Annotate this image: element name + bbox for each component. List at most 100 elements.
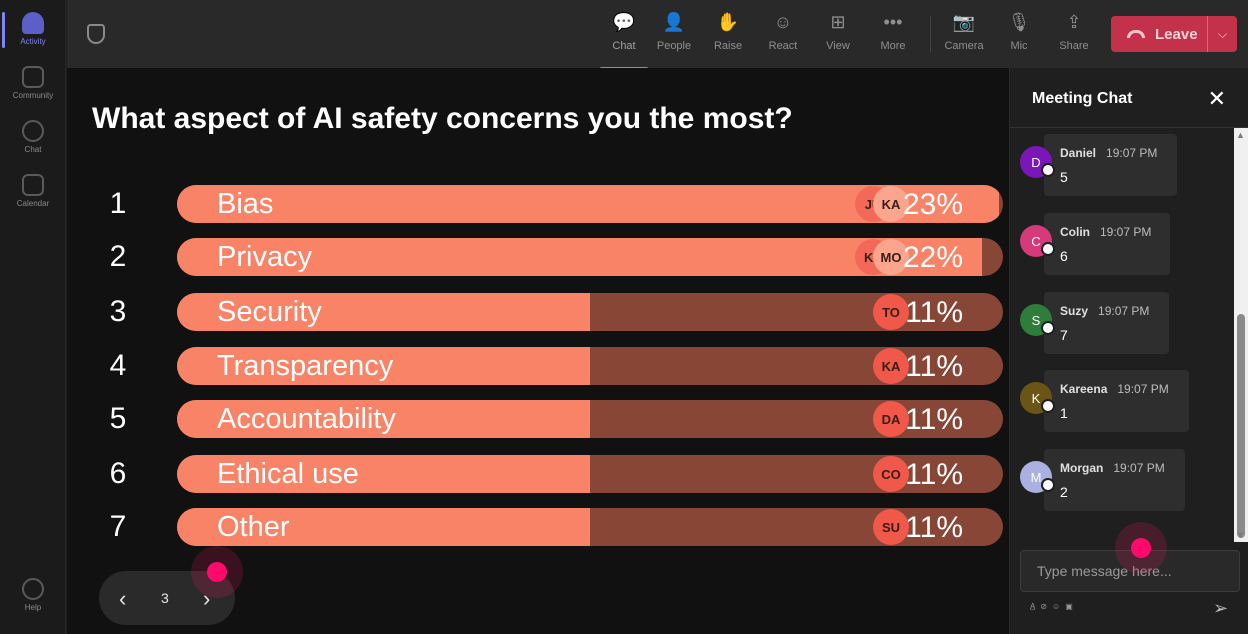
scroll-up-icon[interactable]: ▲ bbox=[1236, 130, 1245, 140]
hand-icon: ✋ bbox=[716, 11, 740, 32]
mic-icon: 🎙 bbox=[1007, 11, 1031, 32]
option-label: Bias bbox=[217, 188, 274, 220]
chat-icon: 💬 bbox=[612, 11, 636, 32]
rail-item-label: Chat bbox=[24, 145, 42, 154]
avatar: D bbox=[1020, 146, 1055, 178]
poll-result-bar: Other SU 11% bbox=[177, 508, 1003, 546]
option-percentage: 22% bbox=[902, 241, 963, 274]
rail-item-activity[interactable]: Activity bbox=[0, 4, 66, 54]
message-text: 7 bbox=[1060, 327, 1068, 343]
help-icon bbox=[22, 578, 44, 600]
poll-result-bar: PrivacyKEMO22% bbox=[177, 238, 1003, 276]
smiley-icon: ☺ bbox=[773, 11, 793, 32]
chevron-down-icon[interactable]: ⌵ bbox=[1207, 16, 1237, 52]
voter-avatar: KA bbox=[873, 348, 909, 384]
camera-button[interactable]: 📷 Camera bbox=[937, 10, 991, 62]
format-icon[interactable]: A̲ bbox=[1030, 602, 1036, 611]
people-icon: 👤 bbox=[662, 11, 686, 32]
grid-view-icon: ⊞ bbox=[830, 11, 846, 32]
toolbar-divider bbox=[930, 16, 931, 52]
poll-option-row: 3 Security TO 11% bbox=[67, 293, 1009, 331]
avatar: K bbox=[1020, 382, 1055, 414]
chat-message-list[interactable]: Daniel 19:07 PM 5 D Colin 19:07 PM 6 C Suzy 19:07… bbox=[1010, 128, 1234, 542]
chat-scrollbar[interactable]: ▲ ▼ bbox=[1234, 128, 1248, 542]
pointer-indicator bbox=[1115, 522, 1167, 574]
mic-button[interactable]: 🎙 Mic bbox=[992, 10, 1046, 62]
poll-result-fill bbox=[177, 400, 590, 438]
chat-message[interactable]: Daniel 19:07 PM 5 D bbox=[1010, 130, 1234, 196]
poll-option-row: 1 BiasJUKA23% bbox=[67, 185, 1009, 223]
option-label: Transparency bbox=[217, 350, 394, 382]
more-button[interactable]: ••• More bbox=[866, 10, 920, 62]
raise-button-label: Raise bbox=[713, 40, 743, 52]
option-number: 4 bbox=[109, 349, 127, 382]
mic-button-label: Mic bbox=[1010, 40, 1028, 52]
more-button-label: More bbox=[880, 40, 906, 52]
chat-button[interactable]: 💬 Chat bbox=[597, 10, 651, 70]
poll-result-fill bbox=[177, 455, 590, 493]
poll-option-row: 2 PrivacyKEMO22% bbox=[67, 238, 1009, 276]
option-label: Privacy bbox=[217, 241, 313, 273]
chat-message[interactable]: Morgan 19:07 PM 2 M bbox=[1010, 445, 1234, 511]
rail-item-chat[interactable]: Chat bbox=[0, 112, 66, 162]
avatar: M bbox=[1020, 461, 1055, 493]
calendar-icon bbox=[22, 174, 44, 196]
option-label: Ethical use bbox=[217, 458, 359, 490]
scrollbar-thumb[interactable] bbox=[1237, 314, 1245, 538]
poll-result-fill bbox=[177, 238, 982, 276]
voter-avatar: DA bbox=[873, 401, 909, 437]
chat-message[interactable]: Kareena 19:07 PM 1 K bbox=[1010, 366, 1234, 432]
poll-option-row: 7 Other SU 11% bbox=[67, 508, 1009, 546]
share-button[interactable]: ⇪ Share bbox=[1047, 10, 1101, 62]
poll-result-fill bbox=[177, 508, 590, 546]
chat-title: Meeting Chat bbox=[1032, 90, 1133, 107]
rail-item-calendar[interactable]: Calendar bbox=[0, 166, 66, 216]
avatar: C bbox=[1020, 225, 1055, 257]
voter-avatar: KA bbox=[873, 186, 909, 222]
poll-option-row: 4 Transparency KA 11% bbox=[67, 347, 1009, 385]
option-percentage: 11% bbox=[905, 458, 963, 491]
emoji-icon[interactable]: ☺ bbox=[1052, 602, 1061, 611]
option-number: 2 bbox=[109, 240, 127, 273]
bell-icon bbox=[22, 12, 44, 34]
view-button[interactable]: ⊞ View bbox=[811, 10, 865, 62]
attach-icon[interactable]: ⊘ bbox=[1040, 602, 1048, 611]
option-label: Accountability bbox=[217, 403, 396, 435]
message-text: 1 bbox=[1060, 405, 1068, 421]
leave-button[interactable]: Leave ⌵ bbox=[1111, 16, 1237, 52]
message-time: 19:07 PM bbox=[1098, 304, 1150, 318]
sender-name: Daniel bbox=[1060, 146, 1097, 160]
chevron-right-icon[interactable]: › bbox=[203, 586, 211, 611]
send-icon[interactable]: ➢ bbox=[1213, 598, 1229, 618]
chat-icon bbox=[22, 120, 44, 142]
share-button-label: Share bbox=[1059, 40, 1089, 52]
rail-item-community[interactable]: Community bbox=[0, 58, 66, 108]
react-button[interactable]: ☺ React bbox=[756, 10, 810, 62]
poll-question: What aspect of AI safety concerns you th… bbox=[92, 102, 793, 135]
view-button-label: View bbox=[826, 40, 850, 52]
option-label: Other bbox=[217, 511, 290, 543]
scroll-down-icon[interactable]: ▼ bbox=[1236, 530, 1245, 540]
sender-name: Suzy bbox=[1060, 304, 1089, 318]
message-input[interactable] bbox=[1021, 551, 1239, 591]
poll-result-bar: Security TO 11% bbox=[177, 293, 1003, 331]
message-time: 19:07 PM bbox=[1106, 146, 1158, 160]
pointer-indicator bbox=[191, 546, 243, 598]
people-button[interactable]: 👤 People bbox=[647, 10, 701, 62]
option-number: 6 bbox=[109, 457, 127, 490]
poll-result-bar: BiasJUKA23% bbox=[177, 185, 1003, 223]
people-button-label: People bbox=[656, 40, 692, 52]
message-time: 19:07 PM bbox=[1117, 382, 1169, 396]
page-number: 3 bbox=[161, 590, 169, 606]
gif-icon[interactable]: ▣ bbox=[1065, 602, 1073, 611]
close-icon[interactable]: ✕ bbox=[1207, 86, 1226, 111]
chat-message[interactable]: Suzy 19:07 PM 7 S bbox=[1010, 288, 1234, 354]
chat-message[interactable]: Colin 19:07 PM 6 C bbox=[1010, 209, 1234, 275]
share-icon: ⇪ bbox=[1066, 11, 1082, 32]
option-percentage: 11% bbox=[905, 296, 963, 329]
poll-result-fill bbox=[177, 293, 590, 331]
chevron-left-icon[interactable]: ‹ bbox=[119, 586, 127, 611]
rail-item-help[interactable]: Help bbox=[0, 570, 66, 620]
raise-hand-button[interactable]: ✋ Raise bbox=[701, 10, 755, 62]
compose-box[interactable] bbox=[1020, 550, 1240, 592]
